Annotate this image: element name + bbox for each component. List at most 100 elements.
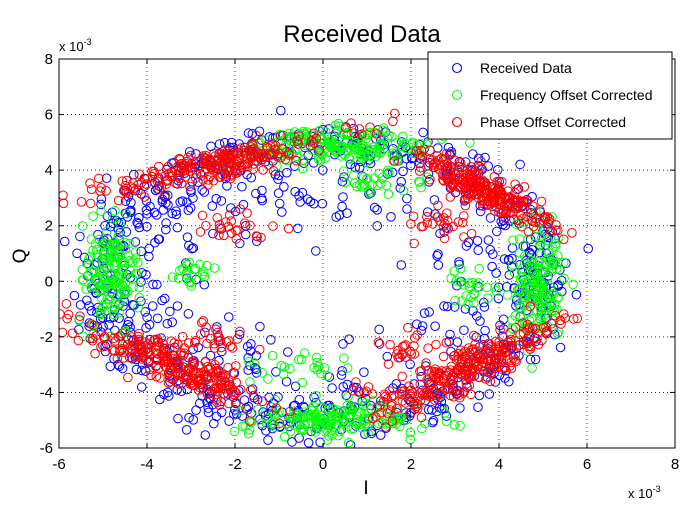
data-point-series-3 bbox=[180, 172, 191, 182]
data-point-series-1 bbox=[266, 335, 276, 345]
data-point-series-3 bbox=[67, 328, 78, 339]
data-point-series-1 bbox=[187, 176, 197, 187]
data-point-series-2 bbox=[357, 143, 367, 153]
data-point-series-3 bbox=[154, 161, 164, 172]
data-point-series-2 bbox=[341, 417, 351, 427]
data-point-series-1 bbox=[305, 196, 316, 207]
data-point-series-3 bbox=[253, 148, 264, 158]
data-point-series-1 bbox=[428, 416, 439, 426]
data-point-series-3 bbox=[425, 174, 435, 185]
data-point-series-2 bbox=[96, 268, 107, 278]
data-point-series-3 bbox=[400, 352, 411, 362]
data-point-series-2 bbox=[414, 177, 425, 187]
data-point-series-3 bbox=[268, 166, 279, 176]
data-point-series-1 bbox=[255, 321, 265, 332]
data-point-series-3 bbox=[486, 367, 496, 378]
data-point-series-2 bbox=[520, 251, 530, 261]
data-point-series-1 bbox=[214, 139, 225, 149]
data-point-series-2 bbox=[245, 377, 255, 387]
data-point-series-3 bbox=[128, 336, 138, 347]
data-point-series-2 bbox=[120, 288, 130, 299]
data-point-series-3 bbox=[214, 219, 225, 230]
data-point-series-1 bbox=[59, 236, 70, 247]
data-point-series-2 bbox=[338, 166, 349, 176]
data-point-series-1 bbox=[295, 197, 306, 207]
data-point-series-2 bbox=[123, 250, 134, 261]
data-point-series-3 bbox=[117, 328, 127, 339]
data-point-series-2 bbox=[369, 173, 379, 183]
data-point-series-3 bbox=[220, 150, 230, 160]
data-point-series-3 bbox=[382, 408, 393, 418]
data-point-series-3 bbox=[233, 145, 244, 155]
data-point-series-3 bbox=[446, 148, 457, 159]
data-point-series-1 bbox=[127, 300, 138, 310]
data-point-series-3 bbox=[476, 156, 486, 167]
data-point-series-1 bbox=[479, 302, 490, 312]
data-point-series-2 bbox=[382, 133, 393, 143]
data-point-series-2 bbox=[115, 220, 126, 230]
data-point-series-2 bbox=[357, 153, 367, 164]
data-point-series-3 bbox=[515, 329, 525, 340]
data-point-series-2 bbox=[363, 185, 374, 195]
data-point-series-1 bbox=[200, 430, 211, 440]
data-point-series-3 bbox=[166, 336, 176, 347]
data-point-series-2 bbox=[412, 140, 422, 151]
data-point-series-3 bbox=[433, 200, 443, 211]
data-point-series-1 bbox=[273, 174, 283, 184]
data-point-series-3 bbox=[283, 223, 294, 234]
data-point-series-3 bbox=[211, 383, 222, 393]
data-point-series-2 bbox=[243, 428, 254, 439]
data-point-series-3 bbox=[76, 197, 87, 207]
data-point-series-1 bbox=[429, 195, 440, 205]
data-point-series-1 bbox=[317, 165, 328, 175]
data-point-series-2 bbox=[278, 369, 289, 380]
data-point-series-1 bbox=[402, 204, 412, 214]
data-point-series-3 bbox=[167, 171, 178, 181]
data-point-series-1 bbox=[224, 416, 234, 426]
data-point-series-3 bbox=[458, 173, 469, 183]
data-point-series-3 bbox=[170, 367, 181, 378]
data-point-series-1 bbox=[234, 329, 245, 340]
data-point-series-2 bbox=[282, 418, 293, 429]
data-point-series-1 bbox=[427, 417, 438, 428]
data-point-series-1 bbox=[256, 135, 267, 145]
data-point-series-1 bbox=[432, 251, 442, 261]
data-point-series-3 bbox=[543, 218, 554, 229]
legend-label-frequency-corrected: Frequency Offset Corrected bbox=[480, 87, 652, 103]
data-point-series-1 bbox=[267, 423, 278, 434]
data-point-series-2 bbox=[184, 257, 194, 268]
data-point-series-1 bbox=[339, 172, 349, 182]
data-point-series-3 bbox=[409, 341, 419, 351]
data-point-series-2 bbox=[551, 264, 562, 274]
data-point-series-3 bbox=[470, 339, 481, 350]
data-point-series-1 bbox=[293, 223, 303, 234]
data-point-series-3 bbox=[509, 195, 519, 206]
data-point-series-2 bbox=[262, 413, 273, 424]
data-point-series-2 bbox=[491, 286, 502, 296]
data-point-series-3 bbox=[134, 169, 145, 179]
legend-marker-phase-corrected bbox=[451, 116, 463, 128]
data-point-series-3 bbox=[128, 178, 138, 188]
data-point-series-3 bbox=[398, 341, 408, 352]
data-point-series-3 bbox=[190, 336, 201, 346]
data-point-series-3 bbox=[531, 213, 541, 224]
data-point-series-1 bbox=[372, 205, 383, 215]
data-point-series-2 bbox=[267, 350, 278, 361]
data-point-series-3 bbox=[59, 190, 68, 201]
data-point-series-1 bbox=[221, 171, 231, 181]
data-point-series-3 bbox=[231, 397, 241, 408]
data-point-series-1 bbox=[188, 415, 199, 425]
data-point-series-3 bbox=[365, 122, 375, 132]
data-point-series-3 bbox=[202, 374, 212, 384]
data-point-series-3 bbox=[448, 391, 459, 402]
data-point-series-2 bbox=[416, 182, 426, 193]
data-point-series-3 bbox=[235, 150, 245, 160]
data-point-series-1 bbox=[136, 246, 147, 257]
data-point-series-3 bbox=[133, 351, 143, 362]
data-point-series-1 bbox=[237, 181, 247, 192]
data-point-series-3 bbox=[351, 377, 361, 387]
data-point-series-1 bbox=[437, 386, 448, 397]
data-point-series-3 bbox=[415, 162, 426, 173]
data-point-series-2 bbox=[553, 293, 563, 303]
data-point-series-1 bbox=[84, 318, 95, 328]
